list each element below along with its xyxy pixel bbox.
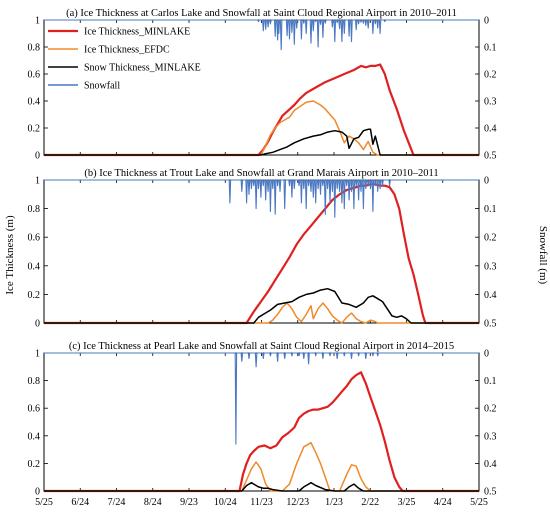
y-tick-label-left: 0.2	[28, 459, 41, 470]
x-tick-label: 5/25	[35, 497, 53, 508]
series-line-snow-thickness-minlake	[44, 481, 479, 492]
y-tick-label-right: 0.5	[484, 319, 497, 330]
y-tick-label-left: 0	[35, 151, 40, 162]
series-line-ice-thickness-minlake	[44, 183, 479, 325]
y-tick-label-right: 0.2	[484, 404, 497, 415]
y-tick-label-right: 0.1	[484, 204, 497, 215]
y-tick-label-left: 0.4	[28, 261, 41, 272]
y-axis-label-right: Snowfall (m)	[537, 226, 549, 285]
y-tick-label-right: 0.3	[484, 431, 497, 442]
series-line-ice-thickness-minlake	[44, 63, 479, 157]
legend-label: Ice Thickness_MINLAKE	[84, 27, 190, 38]
x-tick-label: 10/24	[214, 497, 237, 508]
series-line-ice-thickness-efdc	[44, 100, 479, 156]
y-tick-label-right: 0.2	[484, 70, 497, 81]
x-tick-label: 12/23	[286, 497, 309, 508]
y-tick-label-right: 0.4	[484, 459, 497, 470]
x-tick-label: 9/23	[180, 497, 198, 508]
y-tick-label-right: 0.4	[484, 290, 497, 301]
y-tick-label-right: 0.2	[484, 233, 497, 244]
y-tick-label-left: 0.6	[28, 70, 41, 81]
y-tick-label-right: 0	[484, 349, 489, 360]
panel-a: (a) Ice Thickness at Carlos Lake and Sno…	[28, 8, 497, 162]
x-tick-label: 11/23	[250, 497, 272, 508]
y-tick-label-left: 0.8	[28, 204, 41, 215]
y-tick-label-left: 0.2	[28, 124, 41, 135]
x-tick-label: 1/23	[325, 497, 343, 508]
panel-title: (b) Ice Thickness at Trout Lake and Snow…	[84, 168, 438, 179]
y-tick-label-left: 1	[35, 349, 40, 360]
series-line-snowfall	[44, 179, 479, 218]
y-tick-label-right: 0.5	[484, 487, 497, 498]
x-tick-label: 2/22	[361, 497, 379, 508]
series-line-snowfall	[44, 352, 479, 445]
y-tick-label-right: 0.3	[484, 261, 497, 272]
y-tick-label-right: 0.5	[484, 151, 497, 162]
series-line-snowfall	[44, 19, 479, 51]
x-axis-ticks: 5/25 6/24 7/24 8/24 9/23 10/24 11/23 12/23 1/23 2…	[35, 497, 488, 508]
y-tick-label-right: 0.1	[484, 376, 497, 387]
panel-b: (b) Ice Thickness at Trout Lake and Snow…	[28, 168, 497, 330]
y-tick-label-left: 0	[35, 487, 40, 498]
x-tick-label: 5/25	[470, 497, 488, 508]
y-tick-label-right: 0.4	[484, 124, 497, 135]
y-tick-label-left: 0.8	[28, 43, 41, 54]
series-line-snow-thickness-minlake	[44, 128, 479, 156]
panel-title: (a) Ice Thickness at Carlos Lake and Sno…	[66, 8, 457, 19]
x-tick-label: 3/25	[398, 497, 416, 508]
series-line-ice-thickness-minlake	[44, 371, 479, 493]
y-tick-label-right: 0	[484, 176, 489, 187]
series-line-ice-thickness-efdc	[44, 302, 479, 324]
y-tick-label-left: 0.4	[28, 431, 41, 442]
y-tick-label-right: 0	[484, 16, 489, 27]
x-tick-label: 4/24	[434, 497, 452, 508]
y-tick-label-left: 1	[35, 176, 40, 187]
x-tick-label: 6/24	[71, 497, 89, 508]
y-tick-label-left: 0.4	[28, 97, 41, 108]
legend-label: Snowfall	[84, 81, 120, 92]
series-line-ice-thickness-efdc	[44, 441, 479, 492]
y-tick-label-left: 0.8	[28, 376, 41, 387]
panel-title: (c) Ice Thickness at Pearl Lake and Snow…	[69, 341, 454, 352]
y-tick-label-left: 0	[35, 319, 40, 330]
legend-label: Snow Thickness_MINLAKE	[84, 63, 201, 74]
y-tick-label-right: 0.3	[484, 97, 497, 108]
panel-c: (c) Ice Thickness at Pearl Lake and Snow…	[28, 341, 497, 498]
y-tick-label-left: 0.6	[28, 404, 41, 415]
y-tick-label-left: 0.6	[28, 233, 41, 244]
y-tick-label-left: 1	[35, 16, 40, 27]
legend: Ice Thickness_MINLAKE Ice Thickness_EFDC S…	[48, 27, 201, 92]
series-line-snow-thickness-minlake	[44, 287, 479, 324]
y-tick-label-left: 0.2	[28, 290, 41, 301]
y-axis-label-left: Ice Thickness (m)	[4, 215, 16, 295]
legend-label: Ice Thickness_EFDC	[84, 45, 170, 56]
x-tick-label: 8/24	[144, 497, 162, 508]
y-tick-label-right: 0.1	[484, 43, 497, 54]
x-tick-label: 7/24	[108, 497, 126, 508]
panels: (a) Ice Thickness at Carlos Lake and Sno…	[28, 8, 497, 498]
